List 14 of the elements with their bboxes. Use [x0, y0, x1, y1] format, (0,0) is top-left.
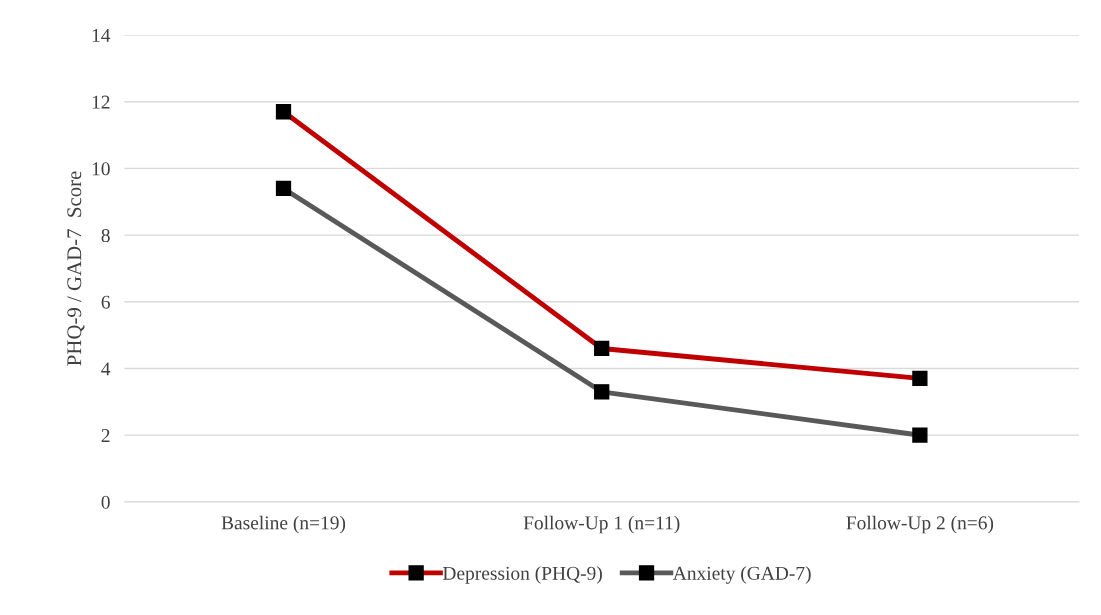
- y-tick-label: 12: [92, 95, 110, 109]
- y-tick-label: 4: [101, 362, 111, 376]
- y-axis-title: PHQ-9 / GAD-7 Score: [67, 171, 85, 366]
- x-tick-label: Baseline (n=19): [221, 515, 346, 534]
- y-tick-label: 10: [92, 162, 110, 176]
- y-tick-label: 6: [101, 295, 110, 309]
- y-tick-label: 0: [101, 495, 110, 509]
- y-tick-label: 2: [101, 429, 110, 442]
- y-tick-label: 8: [101, 228, 110, 243]
- x-tick-label: Follow-Up 1 (n=11): [523, 515, 680, 534]
- x-tick-label: Follow-Up 2 (n=6): [846, 515, 994, 534]
- legend-label: Depression (PHQ-9): [442, 566, 602, 584]
- legend-label: Anxiety (GAD-7): [672, 566, 811, 584]
- y-tick-label: 14: [92, 28, 111, 42]
